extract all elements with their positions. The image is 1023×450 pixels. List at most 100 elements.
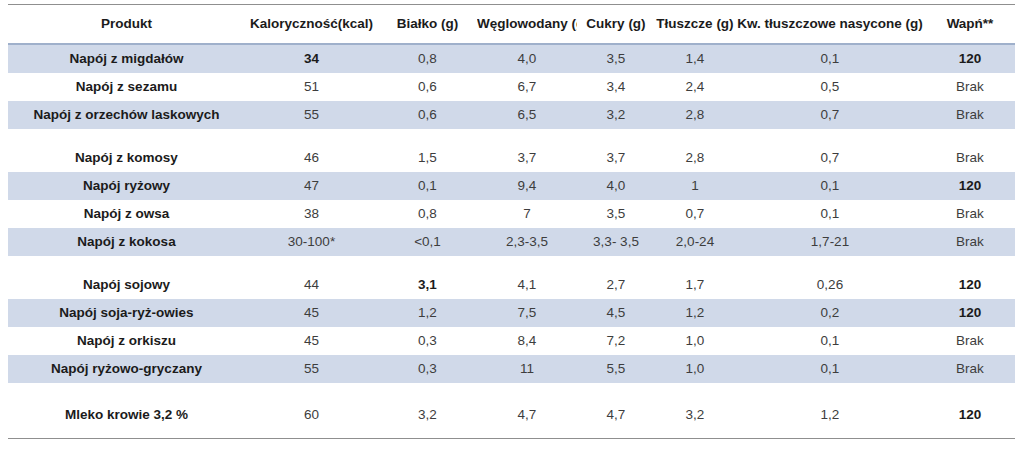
value-cell: 4,7 (577, 408, 655, 422)
value-cell: 55 (245, 362, 378, 376)
value-cell: 1 (655, 179, 735, 193)
value-cell: 3,2 (655, 408, 735, 422)
product-name-cell: Napój z migdałów (8, 52, 245, 66)
table-body: Napój z migdałów340,84,03,51,40,1120Napó… (8, 45, 1015, 432)
value-cell: 1,0 (655, 362, 735, 376)
value-cell: 7,2 (577, 334, 655, 348)
product-name-cell: Napój z orkiszu (8, 334, 245, 348)
product-name-cell: Napój z orzechów laskowych (8, 108, 245, 122)
value-cell: 0,6 (378, 108, 477, 122)
table-row: Napój z orkiszu450,38,47,21,00,1Brak (8, 327, 1015, 355)
value-cell: 1,2 (655, 306, 735, 320)
value-cell: 0,1 (735, 334, 925, 348)
value-cell: 0,7 (735, 108, 925, 122)
table-row: Napój ryżowy470,19,44,010,1120 (8, 172, 1015, 200)
value-cell: 2,4 (655, 80, 735, 94)
value-cell: Brak (925, 151, 1015, 165)
value-cell: 6,7 (477, 80, 577, 94)
product-name-cell: Napój ryżowo-gryczany (8, 362, 245, 376)
value-cell: Brak (925, 334, 1015, 348)
value-cell: 0,8 (378, 207, 477, 221)
value-cell: 1,4 (655, 52, 735, 66)
table-row: Napój soja-ryż-owies451,27,54,51,20,2120 (8, 299, 1015, 327)
product-name-cell: Napój ryżowy (8, 179, 245, 193)
value-cell: 44 (245, 278, 378, 292)
value-cell: 0,1 (735, 362, 925, 376)
value-cell: 55 (245, 108, 378, 122)
table-row: Napój z orzechów laskowych550,66,53,22,8… (8, 101, 1015, 129)
product-name-cell: Napój z sezamu (8, 80, 245, 94)
value-cell: 3,7 (577, 151, 655, 165)
table-row: Napój z migdałów340,84,03,51,40,1120 (8, 45, 1015, 73)
column-header-wapn: Wapń** (925, 17, 1015, 31)
product-name-cell: Napój sojowy (8, 278, 245, 292)
group-spacer (8, 256, 1015, 271)
value-cell: 0,5 (735, 80, 925, 94)
value-cell: Brak (925, 80, 1015, 94)
table-row: Napój ryżowo-gryczany550,3115,51,00,1Bra… (8, 355, 1015, 383)
value-cell: 4,1 (477, 278, 577, 292)
value-cell: Brak (925, 207, 1015, 221)
value-cell: 0,1 (378, 179, 477, 193)
value-cell: 45 (245, 306, 378, 320)
value-cell: 1,2 (735, 408, 925, 422)
value-cell: 3,1 (378, 278, 477, 292)
value-cell: 1,0 (655, 334, 735, 348)
value-cell: 3,3- 3,5 (577, 235, 655, 249)
table-row: Napój z owsa380,873,50,70,1Brak (8, 200, 1015, 228)
value-cell: 11 (477, 362, 577, 376)
value-cell: 0,2 (735, 306, 925, 320)
table-row: Napój z komosy461,53,73,72,80,7Brak (8, 144, 1015, 172)
value-cell: Brak (925, 362, 1015, 376)
value-cell: 0,6 (378, 80, 477, 94)
value-cell: 2,8 (655, 108, 735, 122)
column-header-kw-tluszczowe: Kw. tłuszczowe nasycone (g) (735, 17, 925, 31)
column-header-produkt: Produkt (8, 17, 245, 31)
value-cell: 8,4 (477, 334, 577, 348)
table-row: Napój sojowy443,14,12,71,70,26120 (8, 271, 1015, 299)
value-cell: 3,5 (577, 207, 655, 221)
column-header-kalorycznosc: Kaloryczność(kcal) (245, 17, 378, 31)
table-row: Mleko krowie 3,2 %603,24,74,73,21,2120 (8, 398, 1015, 432)
value-cell: 0,26 (735, 278, 925, 292)
group-spacer (8, 129, 1015, 144)
value-cell: 3,4 (577, 80, 655, 94)
value-cell: 0,1 (735, 179, 925, 193)
column-header-bialko: Białko (g) (378, 17, 477, 31)
value-cell: 0,3 (378, 362, 477, 376)
value-cell: 0,1 (735, 207, 925, 221)
value-cell: 38 (245, 207, 378, 221)
value-cell: 0,8 (378, 52, 477, 66)
value-cell: 1,5 (378, 151, 477, 165)
value-cell: 1,2 (378, 306, 477, 320)
value-cell: 4,0 (477, 52, 577, 66)
product-name-cell: Napój z komosy (8, 151, 245, 165)
value-cell: 3,2 (378, 408, 477, 422)
value-cell: 5,5 (577, 362, 655, 376)
value-cell: 3,2 (577, 108, 655, 122)
column-header-cukry: Cukry (g) (577, 17, 655, 31)
group-spacer (8, 383, 1015, 398)
value-cell: 2,8 (655, 151, 735, 165)
value-cell: 7,5 (477, 306, 577, 320)
product-name-cell: Napój z owsa (8, 207, 245, 221)
value-cell: 3,5 (577, 52, 655, 66)
value-cell: 0,7 (655, 207, 735, 221)
value-cell: 2,0-24 (655, 235, 735, 249)
value-cell: 2,3-3,5 (477, 235, 577, 249)
table-row: Napój z sezamu510,66,73,42,40,5Brak (8, 73, 1015, 101)
value-cell: 0,1 (735, 52, 925, 66)
value-cell: 1,7 (655, 278, 735, 292)
nutrition-comparison-table: Produkt Kaloryczność(kcal) Białko (g) Wę… (0, 4, 1023, 450)
value-cell: 46 (245, 151, 378, 165)
bottom-divider (8, 438, 1015, 439)
value-cell: 120 (925, 306, 1015, 320)
product-name-cell: Napój z kokosa (8, 235, 245, 249)
value-cell: 4,5 (577, 306, 655, 320)
table-header-row: Produkt Kaloryczność(kcal) Białko (g) Wę… (8, 5, 1015, 45)
value-cell: 2,7 (577, 278, 655, 292)
value-cell: <0,1 (378, 235, 477, 249)
value-cell: 9,4 (477, 179, 577, 193)
column-header-tluszcze: Tłuszcze (g) (655, 17, 735, 31)
value-cell: 3,7 (477, 151, 577, 165)
